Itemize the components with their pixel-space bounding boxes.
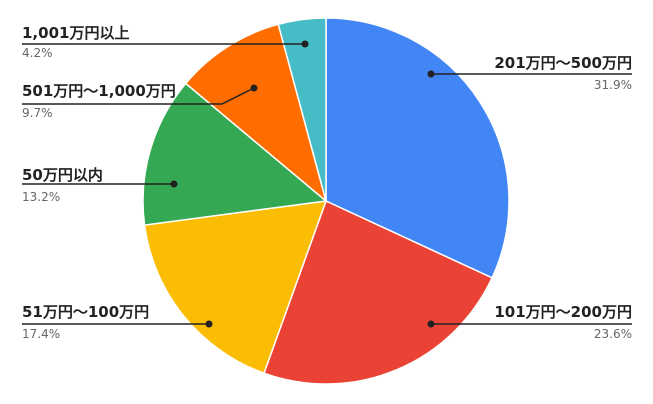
- slice-percent-label-0: 31.9%: [594, 78, 632, 92]
- slice-label-group-3: 50万円以内 13.2%: [22, 166, 178, 204]
- slice-category-label-3: 50万円以内: [22, 166, 103, 184]
- leader-dot-5: [301, 40, 309, 48]
- slice-label-group-4: 501万円～1,000万円 9.7%: [22, 82, 258, 120]
- slice-percent-label-4: 9.7%: [22, 106, 53, 120]
- leader-dot-0: [427, 70, 435, 78]
- pie-slice-1: [263, 199, 494, 385]
- slice-percent-label-1: 23.6%: [594, 327, 632, 341]
- slice-label-group-0: 201万円～500万円 31.9%: [427, 54, 632, 92]
- slice-category-label-0: 201万円～500万円: [494, 54, 632, 72]
- pie-slices: [142, 17, 510, 385]
- slice-category-label-2: 51万円～100万円: [22, 303, 149, 321]
- slice-percent-label-5: 4.2%: [22, 46, 53, 60]
- slice-label-group-1: 101万円～200万円 23.6%: [427, 303, 632, 341]
- leader-dot-3: [170, 180, 178, 188]
- pie-slice-4: [184, 23, 328, 204]
- slice-category-label-4: 501万円～1,000万円: [22, 82, 176, 100]
- pie-slice-3: [142, 82, 328, 226]
- leader-dot-4: [250, 84, 258, 92]
- leader-dot-1: [427, 320, 435, 328]
- slice-percent-label-2: 17.4%: [22, 327, 60, 341]
- pie-labels: 201万円～500万円 31.9% 101万円～200万円 23.6% 51万円～100…: [22, 24, 632, 341]
- pie-slice-2: [143, 200, 328, 375]
- leader-dot-2: [205, 320, 213, 328]
- slice-category-label-5: 1,001万円以上: [22, 24, 129, 42]
- pie-slice-5: [277, 17, 327, 202]
- slice-label-group-5: 1,001万円以上 4.2%: [22, 24, 309, 60]
- slice-category-label-1: 101万円～200万円: [494, 303, 632, 321]
- pie-slice-0: [325, 17, 510, 279]
- slice-percent-label-3: 13.2%: [22, 190, 60, 204]
- leader-line-4: [22, 87, 255, 105]
- slice-label-group-2: 51万円～100万円 17.4%: [22, 303, 213, 341]
